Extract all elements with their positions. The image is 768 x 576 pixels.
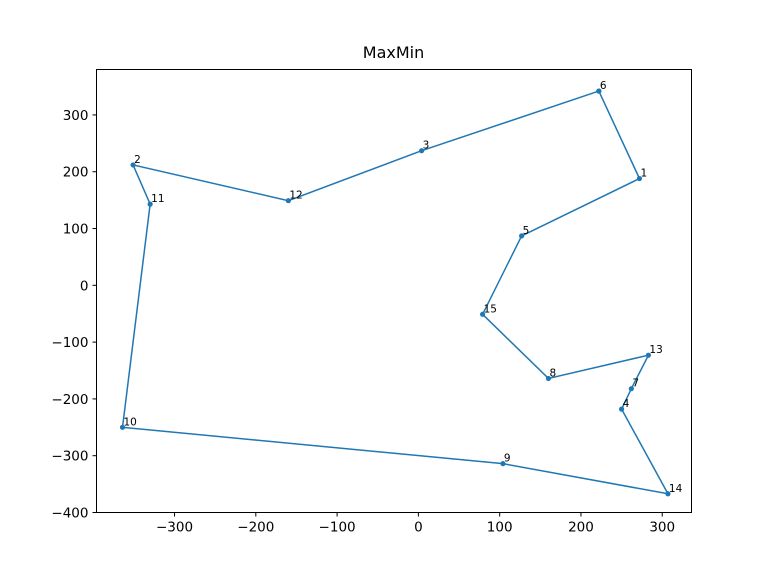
data-point bbox=[519, 233, 525, 239]
data-point bbox=[636, 175, 643, 182]
y-tick-label: −200 bbox=[51, 392, 88, 408]
plot-area bbox=[96, 69, 692, 513]
chart-title: MaxMin bbox=[363, 43, 424, 62]
y-tick-label: −300 bbox=[51, 449, 88, 465]
point-label: 10 bbox=[124, 416, 137, 428]
x-tick-label: −100 bbox=[319, 520, 356, 536]
point-label: 13 bbox=[649, 344, 662, 356]
point-label: 11 bbox=[151, 193, 164, 205]
point-label: 15 bbox=[484, 303, 497, 315]
y-tick-label: 200 bbox=[63, 165, 89, 181]
x-tick-label: 0 bbox=[414, 520, 423, 536]
data-point bbox=[500, 461, 506, 467]
x-tick-label: 300 bbox=[649, 520, 675, 536]
point-label: 3 bbox=[423, 140, 430, 152]
point-label: 14 bbox=[669, 483, 683, 495]
point-label: 4 bbox=[623, 398, 630, 410]
data-point bbox=[596, 88, 602, 94]
data-point bbox=[119, 424, 126, 430]
x-tick-label: −300 bbox=[156, 520, 193, 536]
y-tick-label: 300 bbox=[63, 108, 89, 124]
y-tick-label: 0 bbox=[80, 278, 89, 294]
y-tick-label: −400 bbox=[51, 506, 88, 522]
x-tick-label: 100 bbox=[487, 520, 513, 536]
point-label: 9 bbox=[504, 453, 511, 465]
point-label: 1 bbox=[640, 168, 647, 180]
y-tick-label: 100 bbox=[63, 222, 89, 238]
data-point bbox=[645, 352, 652, 358]
data-point bbox=[147, 201, 153, 207]
data-point bbox=[665, 491, 671, 497]
data-point bbox=[479, 311, 486, 317]
x-axis: −300 −200 −100 0 100 200 300 bbox=[156, 512, 675, 536]
x-tick-label: 200 bbox=[568, 520, 594, 536]
point-label: 2 bbox=[134, 154, 141, 166]
data-point bbox=[618, 406, 625, 412]
point-label: 12 bbox=[289, 190, 302, 202]
data-point bbox=[545, 375, 552, 382]
point-label: 7 bbox=[632, 378, 639, 390]
data-points bbox=[119, 88, 671, 497]
series-line bbox=[121, 90, 670, 495]
data-point bbox=[285, 198, 291, 204]
y-axis: −400 −300 −200 −100 0 100 200 300 bbox=[51, 108, 97, 522]
data-point bbox=[130, 162, 136, 168]
point-label: 5 bbox=[523, 225, 530, 237]
x-tick-label: −200 bbox=[237, 520, 274, 536]
y-tick-label: −100 bbox=[51, 335, 88, 351]
data-point bbox=[419, 148, 425, 154]
data-point bbox=[628, 386, 634, 392]
point-label: 6 bbox=[600, 80, 607, 92]
point-label: 8 bbox=[549, 367, 556, 379]
